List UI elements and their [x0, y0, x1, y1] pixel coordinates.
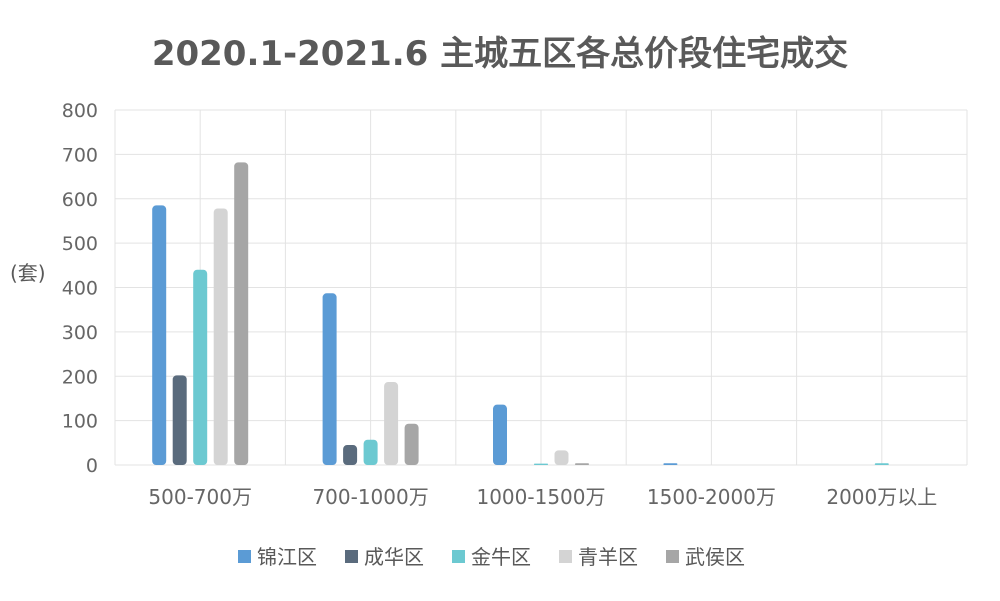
y-tick-label: 500 — [62, 233, 98, 255]
bar-锦江区-500-700万 — [152, 205, 167, 465]
y-axis-ticks: 0 100 200 300 400 500 600 700 800 — [62, 100, 98, 477]
y-tick-label: 0 — [86, 455, 98, 477]
legend-item: 锦江区 — [238, 545, 317, 569]
y-tick-label: 400 — [62, 278, 98, 300]
legend-label: 武侯区 — [685, 545, 745, 569]
bar-锦江区-1500-2000万 — [663, 463, 678, 465]
legend-label: 金牛区 — [471, 545, 531, 569]
legend-item: 金牛区 — [452, 545, 531, 569]
legend-label: 青羊区 — [578, 545, 638, 569]
bar-金牛区-500-700万 — [193, 269, 208, 465]
bar-武侯区-500-700万 — [234, 162, 249, 466]
x-tick-label: 1500-2000万 — [647, 485, 776, 509]
x-tick-label: 2000万以上 — [826, 485, 937, 509]
bar-锦江区-700-1000万 — [322, 293, 337, 465]
y-tick-label: 200 — [62, 366, 98, 388]
x-axis-ticks: 500-700万 700-1000万 1000-1500万 1500-2000万 200… — [148, 485, 937, 509]
bar-成华区-700-1000万 — [343, 445, 358, 465]
legend-swatch — [238, 550, 251, 563]
legend-swatch — [559, 550, 572, 563]
legend-label: 锦江区 — [257, 545, 317, 569]
y-axis-label: (套) — [10, 261, 46, 285]
bar-青羊区-700-1000万 — [384, 382, 399, 465]
x-tick-label: 700-1000万 — [312, 485, 428, 509]
y-tick-label: 300 — [62, 322, 98, 344]
bar-锦江区-1000-1500万 — [493, 404, 507, 465]
legend-swatch — [452, 550, 465, 563]
bars — [152, 162, 889, 466]
bar-金牛区-1000-1500万 — [534, 463, 548, 465]
legend-swatch — [345, 550, 358, 563]
chart-title: 2020.1-2021.6 主城五区各总价段住宅成交 — [151, 34, 849, 74]
x-tick-label: 500-700万 — [148, 485, 252, 509]
legend-item: 成华区 — [345, 545, 424, 569]
bar-成华区-500-700万 — [172, 375, 187, 465]
bar-青羊区-500-700万 — [213, 208, 228, 465]
bar-武侯区-700-1000万 — [404, 423, 419, 465]
y-tick-label: 700 — [62, 144, 98, 166]
legend-item: 武侯区 — [666, 545, 745, 569]
legend: 锦江区 成华区 金牛区 青羊区 武侯区 — [238, 545, 745, 569]
y-tick-label: 100 — [62, 411, 98, 433]
x-tick-label: 1000-1500万 — [476, 485, 605, 509]
legend-item: 青羊区 — [559, 545, 638, 569]
legend-swatch — [666, 550, 679, 563]
bar-金牛区-700-1000万 — [363, 439, 378, 465]
bar-青羊区-1000-1500万 — [554, 450, 569, 465]
y-tick-label: 600 — [62, 189, 98, 211]
legend-label: 成华区 — [364, 545, 424, 569]
y-tick-label: 800 — [62, 100, 98, 122]
bar-武侯区-1000-1500万 — [575, 463, 589, 465]
bar-金牛区-2000万以上 — [874, 463, 889, 465]
